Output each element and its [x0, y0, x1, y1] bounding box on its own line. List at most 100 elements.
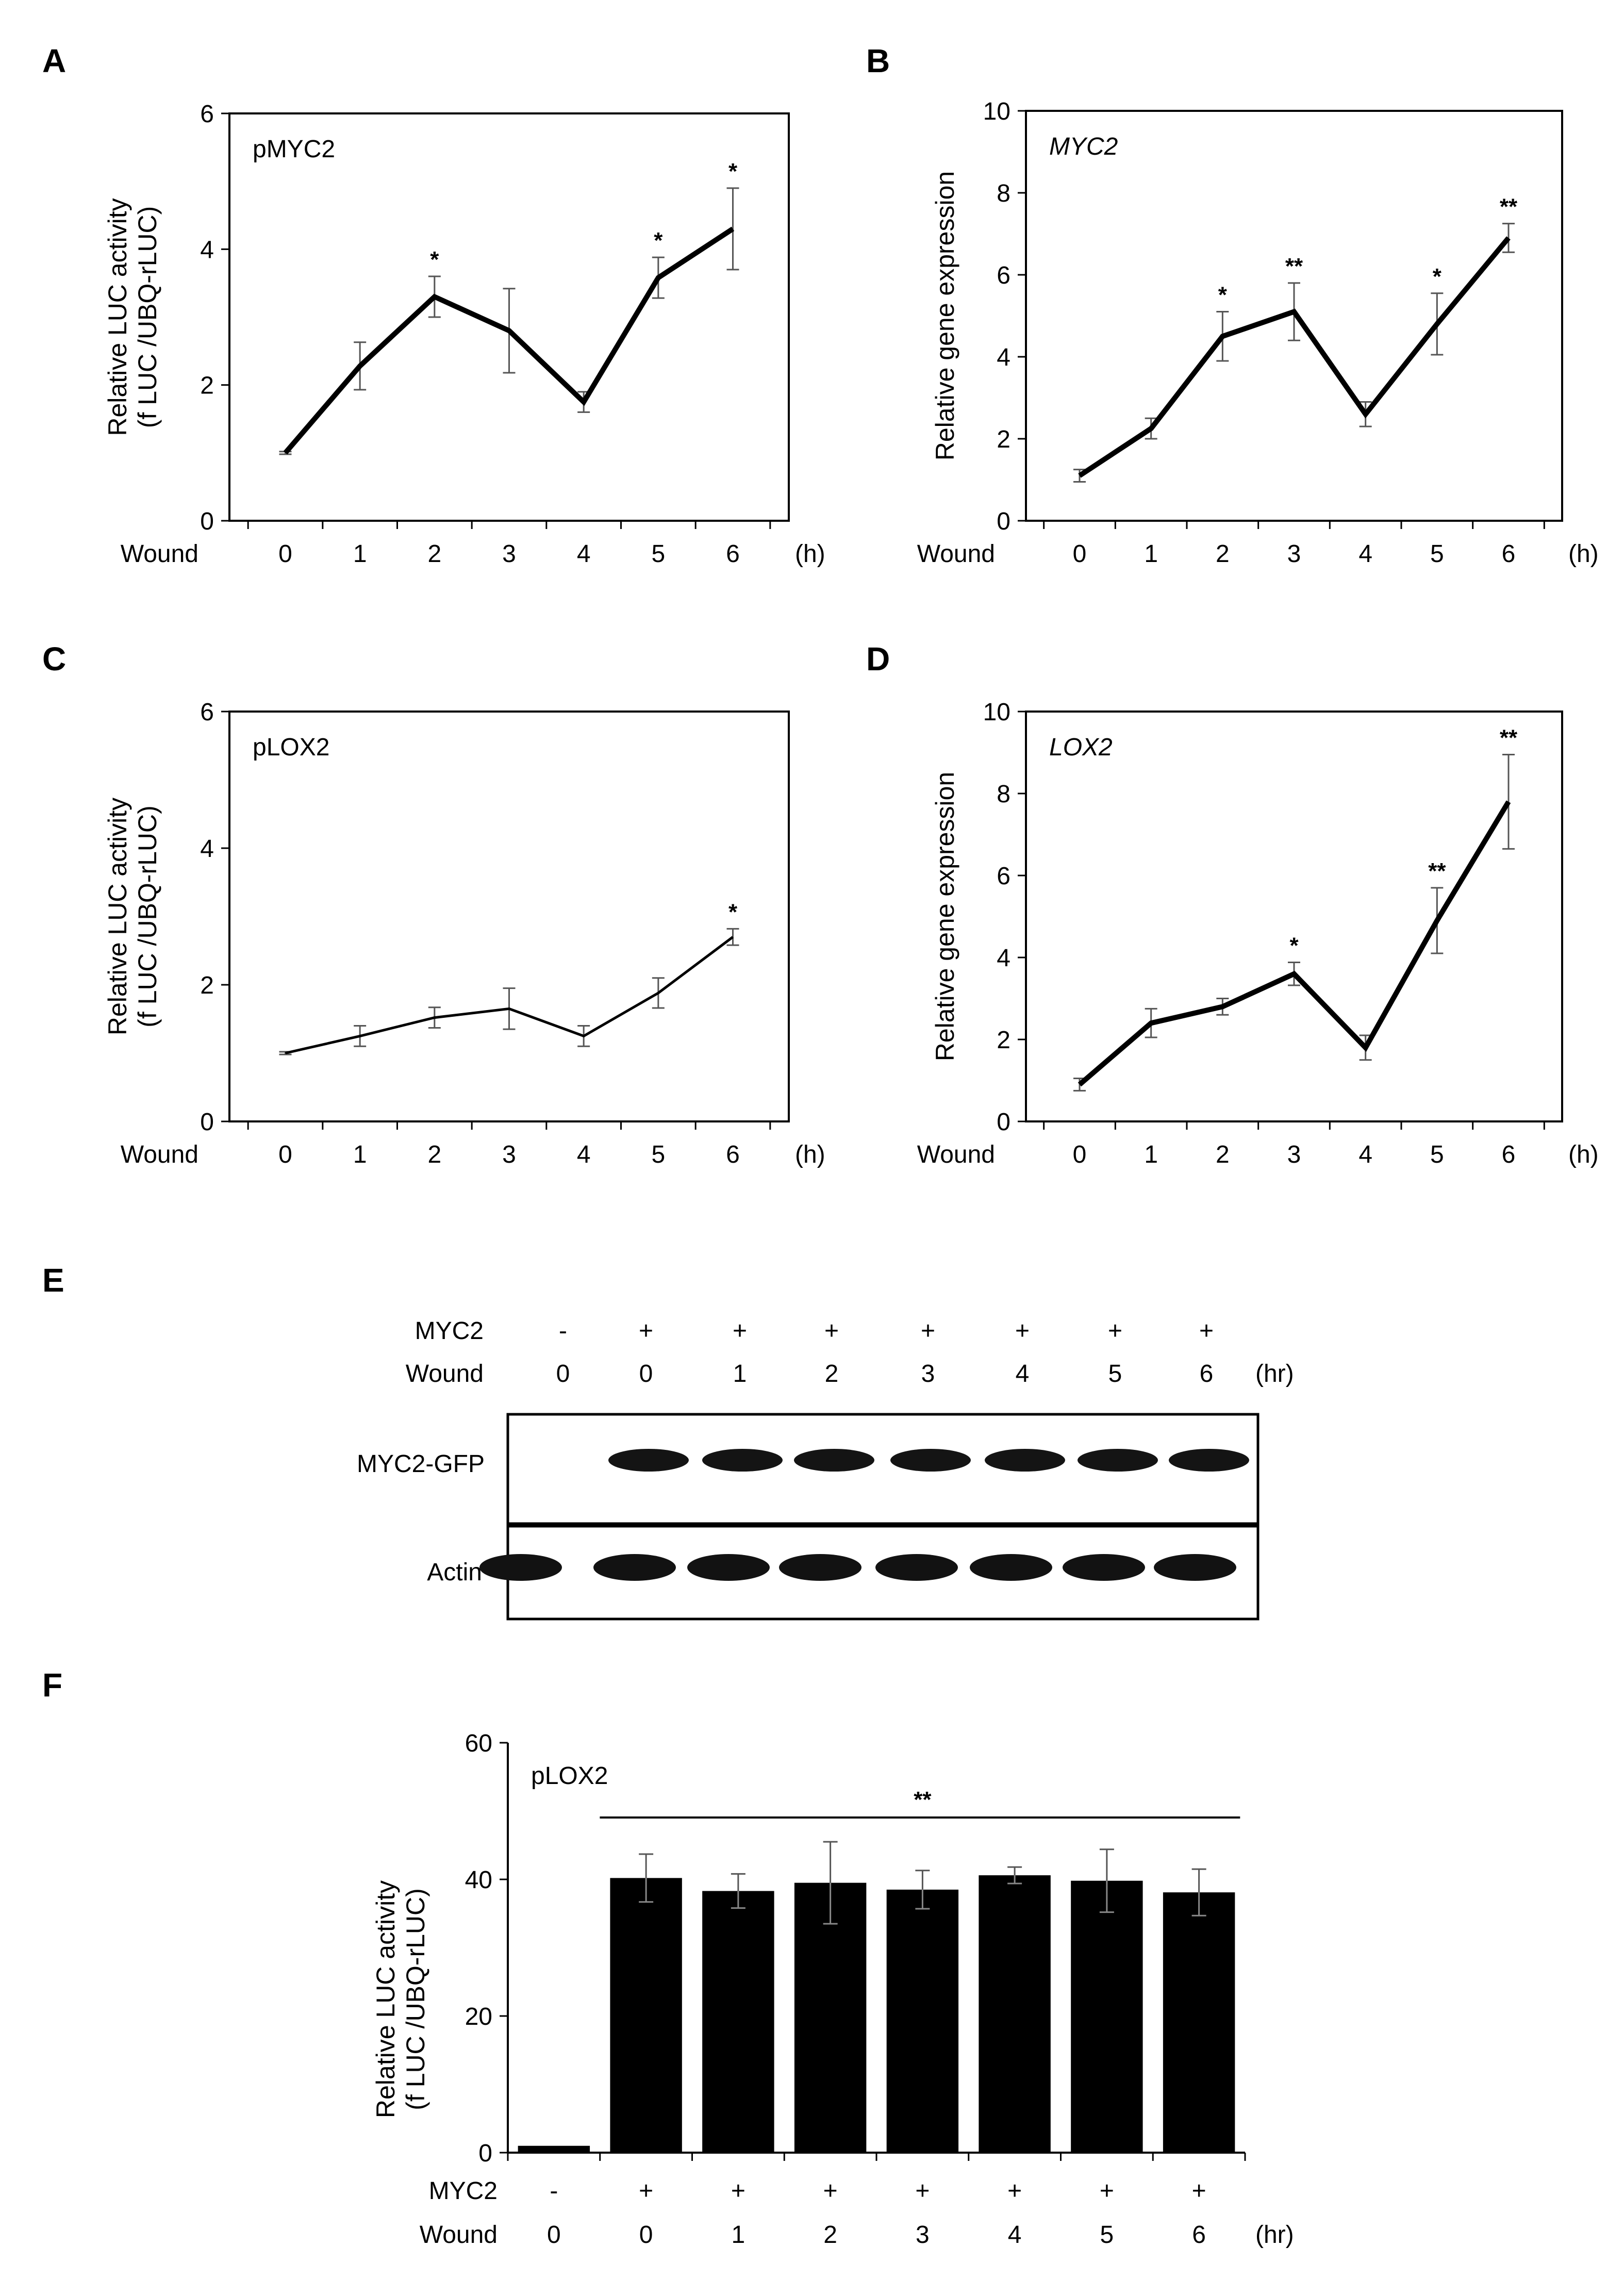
x-tick-label-b: 0: [1073, 540, 1087, 568]
band-myc2-gfp: [985, 1449, 1065, 1472]
y-tick-label-b: 6: [997, 262, 1010, 289]
bar: [979, 1875, 1051, 2153]
y-tick-label-d: 6: [997, 863, 1010, 890]
bar: [610, 1878, 682, 2153]
x-tick-label-b: 3: [1287, 540, 1301, 568]
blot-row-label-actin: Actin: [427, 1559, 482, 1586]
band-myc2-gfp: [1078, 1449, 1158, 1472]
x-axis-unit-a: (h): [795, 540, 825, 568]
chart-annotation-b: MYC2: [1049, 133, 1118, 160]
x-axis-unit-d: (h): [1568, 1141, 1599, 1168]
y-tick-label-f: 0: [478, 2140, 492, 2167]
blot-wound-time: 2: [825, 1360, 839, 1387]
band-actin: [687, 1554, 770, 1581]
significance-star-b: *: [1218, 283, 1228, 308]
x-axis-label-b: Wound: [917, 540, 995, 568]
y-axis-label-a: Relative LUC activity: [103, 198, 132, 436]
y-tick-label-f: 20: [465, 2003, 492, 2030]
band-actin: [593, 1554, 676, 1581]
band-myc2-gfp: [702, 1449, 783, 1472]
y-axis-label-f: (f LUC /UBQ-rLUC): [401, 1888, 430, 2110]
y-tick-label-b: 4: [997, 344, 1010, 371]
x-axis-label-a: Wound: [121, 540, 198, 568]
blot-wound-time: 5: [1108, 1360, 1122, 1387]
bar-myc2-sign: +: [1100, 2177, 1114, 2205]
chart-annotation-c: pLOX2: [253, 734, 329, 761]
x-tick-label-a: 5: [651, 540, 665, 568]
blot-myc2-sign: +: [1015, 1317, 1030, 1345]
bar-myc2-row-label: MYC2: [429, 2177, 498, 2205]
significance-star-f: **: [914, 1787, 932, 1812]
blot-myc2-sign: +: [824, 1317, 839, 1345]
bar-wound-time: 3: [916, 2221, 930, 2249]
y-axis-label-c: Relative LUC activity: [103, 798, 132, 1035]
y-tick-label-c: 0: [200, 1109, 214, 1136]
band-myc2-gfp: [608, 1449, 689, 1472]
band-actin: [1063, 1554, 1145, 1581]
bar: [518, 2145, 590, 2153]
significance-star-a: *: [654, 228, 663, 253]
bar-myc2-sign: +: [915, 2177, 930, 2205]
blot-myc2-sign: +: [639, 1317, 653, 1345]
x-tick-label-a: 3: [502, 540, 516, 568]
blot-wound-time: 1: [733, 1360, 747, 1387]
blot-wound-time: 3: [921, 1360, 935, 1387]
bar-wound-time: 5: [1100, 2221, 1114, 2249]
x-tick-label-d: 6: [1502, 1141, 1516, 1168]
panel-letter-c: C: [42, 640, 66, 678]
blot-wound-time: 0: [639, 1360, 653, 1387]
panel-letter-e: E: [42, 1262, 64, 1299]
bar-unit: (hr): [1255, 2221, 1294, 2249]
y-axis-label-c: (f LUC /UBQ-rLUC): [133, 805, 162, 1028]
y-axis-label-f: Relative LUC activity: [371, 1880, 400, 2118]
y-axis-label-b: Relative gene expression: [931, 171, 959, 460]
series-line-a: [283, 226, 735, 455]
x-tick-label-b: 5: [1430, 540, 1444, 568]
y-tick-label-c: 2: [200, 972, 214, 999]
y-tick-label-a: 4: [200, 236, 214, 263]
chart-annotation-d: LOX2: [1049, 734, 1113, 761]
blot-wound-time: 0: [556, 1360, 570, 1387]
x-tick-label-c: 1: [353, 1141, 367, 1168]
blot-wound-row-label: Wound: [406, 1360, 484, 1387]
bar-myc2-sign: +: [639, 2177, 653, 2205]
chart-annotation-f: pLOX2: [531, 1762, 608, 1790]
bar-myc2-sign: -: [550, 2177, 558, 2205]
bar-wound-time: 1: [732, 2221, 745, 2249]
y-tick-label-a: 6: [200, 101, 214, 128]
panel-letter-a: A: [42, 42, 66, 79]
blot-myc2-sign: -: [559, 1317, 567, 1345]
bar-myc2-sign: +: [823, 2177, 838, 2205]
blot-membrane-myc2-gfp: [506, 1413, 1260, 1525]
x-axis-unit-c: (h): [795, 1141, 825, 1168]
y-tick-label-b: 2: [997, 426, 1010, 453]
panel-letter-b: B: [866, 42, 890, 79]
blot-myc2-sign: +: [1199, 1317, 1214, 1345]
y-tick-label-c: 6: [200, 699, 214, 726]
blot-myc2-sign: +: [921, 1317, 935, 1345]
bar-wound-time: 0: [639, 2221, 653, 2249]
x-tick-label-d: 4: [1358, 1141, 1372, 1168]
bar-myc2-sign: +: [1007, 2177, 1022, 2205]
band-actin: [479, 1554, 562, 1581]
x-tick-label-b: 1: [1144, 540, 1158, 568]
x-tick-label-d: 5: [1430, 1141, 1444, 1168]
y-tick-label-a: 0: [200, 508, 214, 535]
y-axis-label-d: Relative gene expression: [931, 772, 959, 1061]
bar: [702, 1891, 774, 2153]
bar-wound-row-label: Wound: [420, 2221, 498, 2249]
bar-wound-time: 4: [1008, 2221, 1022, 2249]
series-line-b: [1078, 236, 1511, 478]
significance-star-b: **: [1285, 254, 1303, 279]
y-tick-label-d: 8: [997, 781, 1010, 808]
bar: [794, 1882, 867, 2153]
bar: [1071, 1880, 1143, 2153]
x-tick-label-c: 5: [651, 1141, 665, 1168]
blot-row-label-myc2-gfp: MYC2-GFP: [357, 1450, 485, 1478]
band-actin: [970, 1554, 1052, 1581]
chart-annotation-a: pMYC2: [253, 136, 335, 163]
bar: [886, 1889, 959, 2153]
y-axis-label-a: (f LUC /UBQ-rLUC): [133, 206, 162, 428]
y-tick-label-a: 2: [200, 372, 214, 400]
significance-star-a: *: [430, 247, 439, 272]
